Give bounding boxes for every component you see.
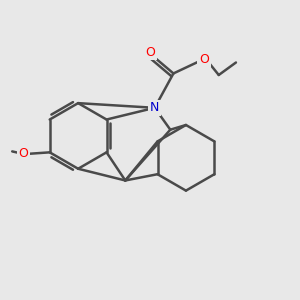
Text: O: O (145, 46, 155, 59)
Text: N: N (150, 101, 159, 114)
Text: O: O (199, 53, 209, 66)
Text: O: O (18, 147, 28, 161)
